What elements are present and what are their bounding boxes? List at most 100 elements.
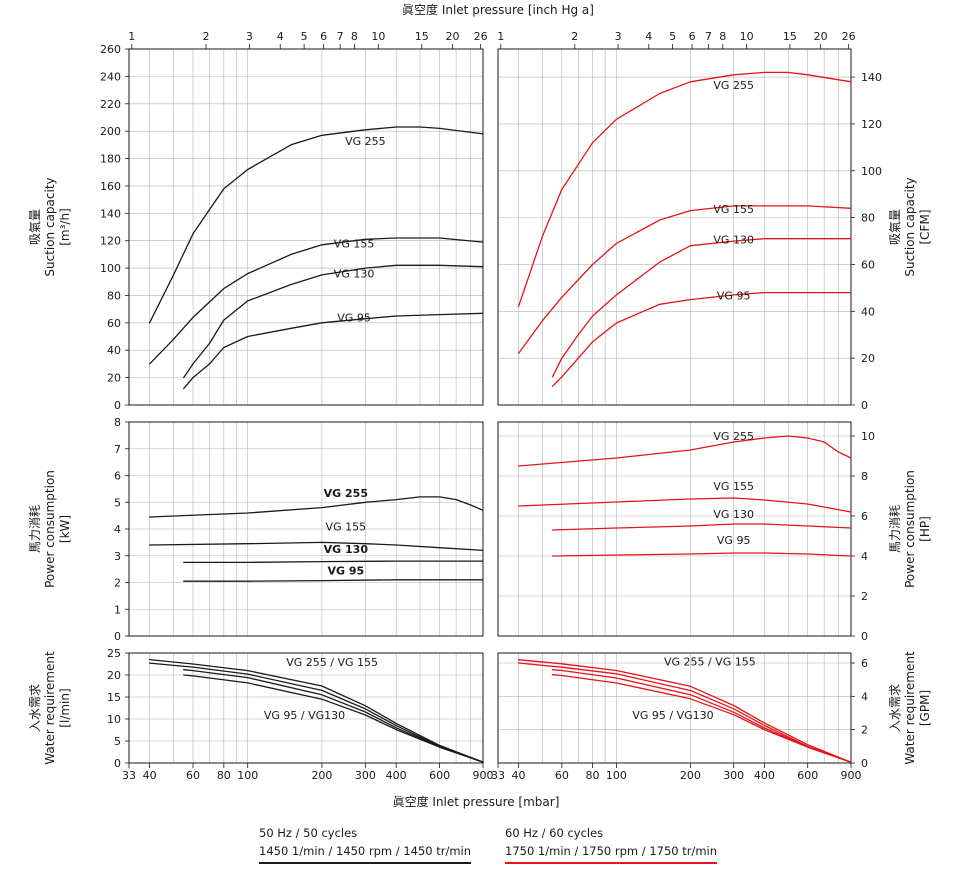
series-line-vg155 <box>517 497 852 513</box>
bottom-tick-label: 80 <box>217 769 231 782</box>
curve-label: VG 155 <box>334 238 375 251</box>
y-tick-label: 260 <box>100 43 121 56</box>
series-line-vg255 <box>517 659 852 763</box>
curve-label: VG 155 <box>713 203 754 216</box>
row-label-water-left: 入水需求 Water requirement [l/min] <box>28 651 72 765</box>
panel-frame <box>497 652 852 764</box>
series-line-vg95 <box>551 674 852 763</box>
y-tick-label: 220 <box>100 98 121 111</box>
y-tick-label: 2 <box>114 577 121 590</box>
y-tick-label: 100 <box>861 165 882 178</box>
y-tick-label: 2 <box>861 590 868 603</box>
row-label-line: 馬力消耗 <box>888 505 902 553</box>
y-tick-label: 8 <box>114 416 121 429</box>
row-label-power-left: 馬力消耗 Power consumption [kW] <box>28 470 72 588</box>
y-tick-label: 0 <box>114 630 121 643</box>
curve-label: VG 130 <box>334 268 375 281</box>
bottom-tick-label: 300 <box>355 769 376 782</box>
curve-label: VG 95 / VG130 <box>264 709 345 722</box>
row-label-line: 吸氣量 <box>28 209 42 245</box>
row-label-line: 入水需求 <box>888 684 902 732</box>
panel-suction-60hz: 0 20 40 60 80 100 120 140 VG 255 VG 155 VG 130 VG 9… <box>497 48 882 412</box>
top-tick-label: 20 <box>814 30 828 43</box>
y-tick-label: 200 <box>100 125 121 138</box>
y-tick-label: 20 <box>107 669 121 682</box>
row-label-line: 入水需求 <box>28 684 42 732</box>
top-tick-label: 1 <box>497 30 504 43</box>
series-line-vg155 <box>148 541 484 552</box>
y-tick-label: 4 <box>861 550 868 563</box>
y-tick-label: 20 <box>107 372 121 385</box>
curve-label: VG 95 <box>327 564 364 577</box>
y-tick-label: 0 <box>861 399 868 412</box>
y-tick-label: 80 <box>861 212 875 225</box>
y-tick-label: 60 <box>107 317 121 330</box>
top-tick-label: 7 <box>705 30 712 43</box>
series-line-vg130 <box>183 560 484 564</box>
top-tick-label: 15 <box>415 30 429 43</box>
top-tick-label: 8 <box>719 30 726 43</box>
bottom-tick-label: 33 <box>122 769 136 782</box>
curve-label: VG 130 <box>324 543 369 556</box>
y-tick-label: 160 <box>100 180 121 193</box>
panel-frame <box>128 48 484 406</box>
panel-frame <box>497 48 852 406</box>
y-tick-label: 25 <box>107 647 121 660</box>
panel-power-50hz: 0 1 2 3 4 5 6 7 8 VG 255 VG 155 VG 130 VG 95 <box>114 416 484 643</box>
row-label-line: Suction capacity <box>903 177 917 276</box>
top-tick-label: 6 <box>320 30 327 43</box>
y-tick-label: 40 <box>861 305 875 318</box>
bottom-tick-label: 400 <box>754 769 775 782</box>
curve-label: VG 95 / VG130 <box>632 709 713 722</box>
bottom-tick-label: 900 <box>841 769 862 782</box>
series-line-vg255 <box>517 435 852 467</box>
y-tick-label: 140 <box>100 207 121 220</box>
series-line-vg95 <box>551 552 852 557</box>
top-tick-label: 5 <box>669 30 676 43</box>
panel-power-60hz: 0 2 4 6 8 10 VG 255 VG 155 VG 130 VG 95 <box>497 421 875 643</box>
row-label-line: [kW] <box>58 515 72 543</box>
y-tick-label: 180 <box>100 153 121 166</box>
row-label-line: 馬力消耗 <box>28 505 42 553</box>
y-tick-label: 20 <box>861 352 875 365</box>
y-tick-label: 0 <box>114 399 121 412</box>
top-tick-label: 6 <box>689 30 696 43</box>
row-label-line: [HP] <box>918 516 932 542</box>
top-tick-label: 8 <box>351 30 358 43</box>
series-line-vg155 <box>148 237 484 365</box>
curve-label: VG 95 <box>337 311 371 324</box>
row-label-line: [GPM] <box>918 690 932 726</box>
panel-frame <box>128 652 484 764</box>
series-line-vg255 <box>148 658 484 763</box>
bottom-tick-label: 600 <box>429 769 450 782</box>
legend-60hz-cycles: 60 Hz / 60 cycles <box>505 826 604 840</box>
top-tick-label: 2 <box>571 30 578 43</box>
top-tick-label: 26 <box>474 30 488 43</box>
y-tick-label: 0 <box>861 630 868 643</box>
y-tick-label: 10 <box>107 713 121 726</box>
legend-60hz: 60 Hz / 60 cycles 1750 1/min / 1750 rpm … <box>505 824 718 864</box>
curve-label: VG 255 <box>324 487 368 500</box>
curve-label: VG 130 <box>713 233 754 246</box>
curve-label: VG 255 / VG 155 <box>286 656 378 669</box>
row-label-water-right: 入水需求 Water requirement [GPM] <box>888 651 932 765</box>
row-label-line: [m³/h] <box>58 208 72 246</box>
y-tick-label: 6 <box>861 510 868 523</box>
bottom-tick-label: 100 <box>606 769 627 782</box>
bottom-tick-label: 900 <box>473 769 494 782</box>
top-tick-label: 20 <box>446 30 460 43</box>
curve-label: VG 255 <box>713 430 754 443</box>
top-tick-label: 4 <box>277 30 284 43</box>
top-tick-label: 26 <box>842 30 856 43</box>
y-tick-label: 4 <box>114 523 121 536</box>
bottom-tick-label: 300 <box>723 769 744 782</box>
row-label-line: [CFM] <box>918 210 932 245</box>
bottom-tick-label: 40 <box>143 769 157 782</box>
top-tick-label: 10 <box>740 30 754 43</box>
panel-frame <box>128 421 484 637</box>
row-label-line: Power consumption <box>903 470 917 588</box>
y-tick-label: 4 <box>861 690 868 703</box>
bottom-tick-label: 600 <box>797 769 818 782</box>
y-tick-label: 6 <box>861 657 868 670</box>
panel-water-60hz: 0 2 4 6 VG 255 / VG 155 VG 95 / VG130 <box>497 652 868 770</box>
